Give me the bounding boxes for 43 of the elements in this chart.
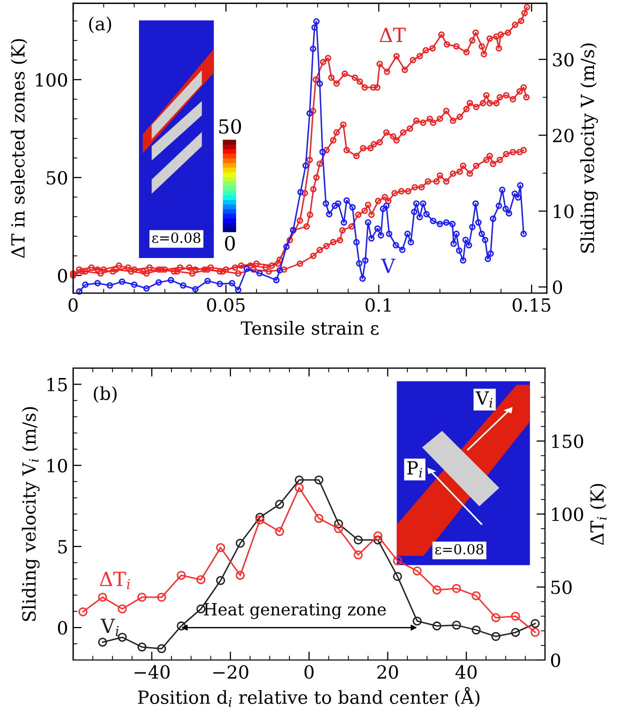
annotation: (a) bbox=[89, 16, 112, 34]
x-tick-label: 20 bbox=[377, 665, 398, 679]
x-tick-label: 0.1 bbox=[366, 298, 391, 312]
y2-tick-label: 10 bbox=[554, 204, 574, 218]
y2-tick-label: 50 bbox=[551, 580, 572, 594]
annotation: ΔT bbox=[380, 28, 406, 42]
y-axis-title: ΔT in selected zones (K) bbox=[10, 39, 28, 258]
y-tick-label: 5 bbox=[58, 540, 67, 554]
annotation: P$_{i}$ bbox=[407, 461, 422, 478]
y-tick-label: 0 bbox=[58, 621, 68, 635]
y2-axis-title: Sliding velocity V (m/s) bbox=[580, 44, 598, 253]
annotation: V$_{i}$ bbox=[476, 391, 492, 408]
y2-axis-title: ΔT$_{i}$ (K) bbox=[590, 484, 606, 545]
x-tick-label: 0.05 bbox=[207, 298, 245, 312]
y-tick-label: 50 bbox=[46, 170, 68, 185]
y2-tick-label: 0 bbox=[551, 653, 560, 668]
annotation: ΔT$_{i}$ bbox=[100, 572, 130, 589]
y2-tick-label: 20 bbox=[552, 128, 574, 142]
x-tick-label: 0.15 bbox=[512, 298, 550, 312]
y-tick-label: 0 bbox=[58, 268, 68, 283]
annotation: (b) bbox=[94, 386, 117, 403]
annotation: ε=0.08 bbox=[435, 544, 484, 555]
x-tick-label: 40 bbox=[455, 665, 477, 679]
y-tick-label: 15 bbox=[47, 378, 67, 392]
y-tick-label: 10 bbox=[47, 458, 68, 473]
y-axis-title: Sliding velocity V$_{i}$ (m/s) bbox=[22, 407, 40, 621]
annotation: ε=0.08 bbox=[152, 232, 200, 244]
y2-tick-label: 0 bbox=[552, 280, 562, 294]
x-tick-label: −20 bbox=[213, 665, 248, 679]
x-tick-label: −40 bbox=[134, 665, 170, 679]
annotation: 50 bbox=[219, 119, 242, 134]
y-tick-label: 100 bbox=[36, 73, 68, 87]
annotation: Heat generating zone bbox=[204, 603, 386, 620]
annotation: V bbox=[380, 258, 396, 273]
x-tick-label: 0 bbox=[304, 665, 314, 679]
annotation: 0 bbox=[225, 236, 235, 251]
y2-tick-label: 150 bbox=[552, 434, 584, 448]
annotation: V$_{i}$ bbox=[100, 618, 119, 636]
x-axis-title: Position d$_{i}$ relative to band center (Å) bbox=[138, 687, 480, 707]
y2-tick-label: 30 bbox=[553, 52, 574, 67]
x-tick-label: 0 bbox=[68, 298, 78, 312]
x-axis-title: Tensile strain ε bbox=[240, 320, 378, 335]
y2-tick-label: 100 bbox=[552, 508, 584, 522]
